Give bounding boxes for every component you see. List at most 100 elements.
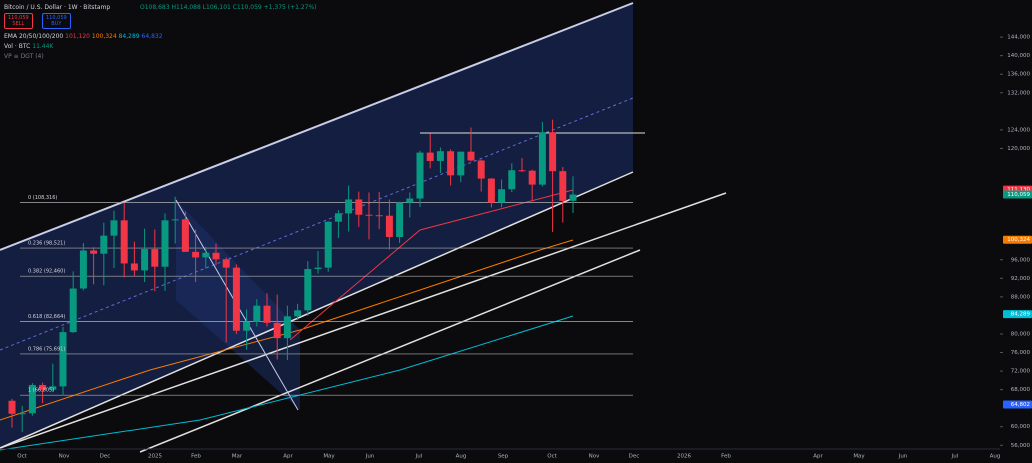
price-label: 111,130 [1007,187,1030,193]
candle-body [559,171,567,201]
candle-body [90,250,98,254]
sell-label: SELL [12,21,25,27]
candle-body [345,199,353,214]
price-label: 100,324 [1007,237,1030,243]
time-label: Aug [456,454,467,460]
trend-line [139,249,641,453]
candle-body [232,267,240,331]
candle-body [304,269,312,311]
sell-button[interactable]: 110,059 SELL [4,13,33,29]
candle-body [426,152,434,161]
candles [8,119,577,432]
time-label: Jul [951,454,959,460]
symbol-title: Bitcoin / U.S. Dollar · 1W · Bitstamp [4,4,111,11]
price-axis [1000,0,1032,463]
time-label: Oct [17,454,27,460]
time-label: Jul [415,454,423,460]
time-label: Aug [990,454,1001,460]
time-label: Oct [547,454,557,460]
ema-value: 101,120 [65,33,90,40]
price-label-bg [1003,235,1032,244]
channel-upper [0,2,634,251]
candle-body [59,332,67,387]
y-tick-label: 144,000 [1007,35,1030,41]
y-tick-label: 136,000 [1007,72,1030,78]
fib-label: 0.786 (75,691) [28,346,65,352]
time-label: Dec [100,454,111,460]
candle-body [396,202,404,238]
candle-body [202,252,210,258]
candle-body [283,316,291,339]
candle-body [518,170,526,172]
trend-line [0,192,727,449]
candle-body [467,151,475,161]
buy-price: 110,059 [46,15,67,21]
candle-body [457,151,465,176]
ema-indicator[interactable]: EMA 20/50/100/200 101,120 100,324 84,289… [4,33,163,40]
time-label: Nov [59,454,70,460]
vp-indicator[interactable]: VP ≡ DGT (4) [4,53,44,60]
y-tick-label: 124,000 [1007,127,1030,133]
candle-body [324,221,332,268]
candle-body [569,194,577,201]
channel-fill [0,3,633,448]
candle-body [192,251,200,258]
vol-indicator[interactable]: Vol · BTC 11.44K [4,43,53,50]
candle-body [549,132,557,172]
ohlc: O108,683 H114,088 L106,101 C110,059 +1,3… [140,4,317,11]
time-label: Apr [813,454,823,460]
time-label: 2025 [148,454,162,460]
candle-body [498,189,506,203]
fib-label: 0.236 (98,521) [28,241,65,247]
ema-value: 64,832 [141,33,163,40]
fib-label: 1 (66,805) [28,388,54,394]
ema-value: 100,324 [91,33,117,40]
candle-body [141,249,149,271]
time-label: Dec [629,454,640,460]
candle-body [253,305,261,322]
candle-body [79,250,87,289]
candle-body [8,400,16,414]
candle-body [263,305,271,323]
channel-lower [0,171,634,449]
y-tick-label: 132,000 [1007,90,1030,96]
candle-body [28,384,36,414]
candle-body [528,170,536,185]
candle-body [406,198,414,203]
candle-body [508,170,516,190]
time-label: Jun [898,454,908,460]
candle-body [355,199,363,215]
sell-price: 110,059 [8,15,29,21]
candle-body [49,386,57,390]
candle-body [365,214,373,216]
candle-body [39,384,47,390]
ema-value: 84,289 [118,33,140,40]
candle-body [110,220,118,236]
y-tick-label: 80,000 [1011,331,1031,337]
ema-line [289,189,574,341]
candle-body [273,322,281,339]
buy-label: BUY [51,21,62,27]
time-label: Mar [232,454,243,460]
time-label: Jun [365,454,375,460]
vol-label: Vol · BTC [4,43,31,50]
candle-body [294,310,302,317]
price-label: 84,289 [1011,312,1031,318]
buy-button[interactable]: 110,059 BUY [42,13,71,29]
y-tick-label: 88,000 [1011,294,1031,300]
price-label-bg [1003,190,1032,199]
candle-body [100,235,108,254]
time-label: Apr [283,454,293,460]
y-tick-label: 92,000 [1011,276,1031,282]
fib-label: 0.618 (82,664) [28,314,65,320]
candle-body [334,213,342,222]
candle-body [447,151,455,176]
candle-body [120,220,128,264]
y-tick-label: 76,000 [1011,350,1031,356]
y-tick-label: 56,000 [1011,443,1031,449]
candle-body [314,267,322,270]
time-label: Feb [721,454,731,460]
y-tick-label: 68,000 [1011,387,1031,393]
